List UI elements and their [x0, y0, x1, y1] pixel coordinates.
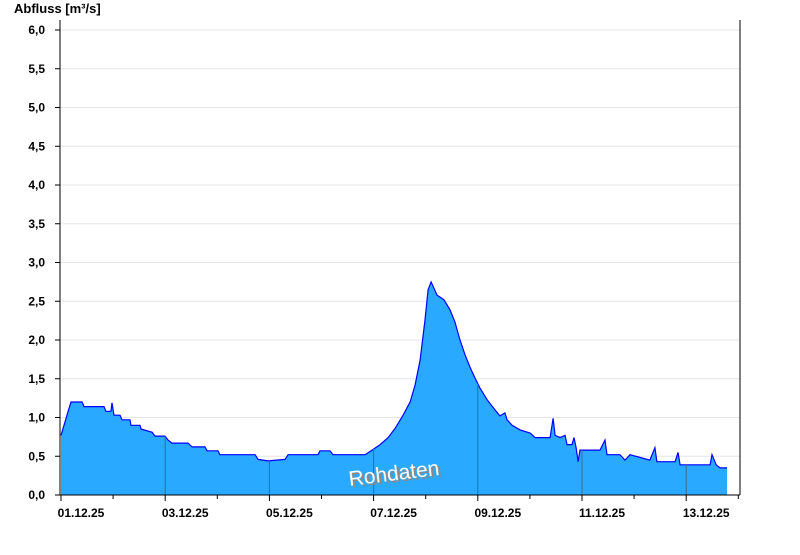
x-tick-label: 01.12.25 — [58, 506, 105, 520]
y-tick-label: 1,5 — [28, 372, 45, 386]
series-line — [60, 280, 727, 469]
y-tick-labels: 0,0 0,5 1,0 1,5 2,0 2,5 3,0 3,5 4,0 4,5 5,0 5,5 6,0 — [28, 23, 45, 502]
y-tick-label: 1,0 — [28, 411, 45, 425]
y-tick-label: 0,0 — [28, 488, 45, 502]
data-area — [60, 280, 728, 495]
y-tick-label: 3,0 — [28, 256, 45, 270]
y-tick-label: 0,5 — [28, 449, 45, 463]
y-gridlines — [60, 29, 740, 457]
y-tick-label: 4,5 — [28, 139, 45, 153]
y-tick-label: 6,0 — [28, 23, 45, 37]
x-tick-label: 03.12.25 — [162, 506, 209, 520]
y-tick-label: 5,0 — [28, 101, 45, 115]
y-tick-label: 2,5 — [28, 294, 45, 308]
y-tick-label: 3,5 — [28, 217, 45, 231]
x-gridlines — [164, 383, 687, 495]
x-tick-label: 07.12.25 — [370, 506, 417, 520]
area-fill — [61, 281, 728, 495]
y-tick-label: 4,0 — [28, 178, 45, 192]
y-tick-label: 2,0 — [28, 333, 45, 347]
x-tick-label: 09.12.25 — [474, 506, 521, 520]
y-tick-label: 5,5 — [28, 62, 45, 76]
x-tick-labels: 01.12.25 03.12.25 05.12.25 07.12.25 09.12.25… — [58, 506, 730, 520]
axes — [55, 20, 741, 501]
x-tick-label: 05.12.25 — [266, 506, 313, 520]
x-tick-label: 13.12.25 — [683, 506, 730, 520]
y-axis-label: Abfluss [m³/s] — [14, 1, 101, 16]
x-tick-label: 11.12.25 — [579, 506, 625, 520]
